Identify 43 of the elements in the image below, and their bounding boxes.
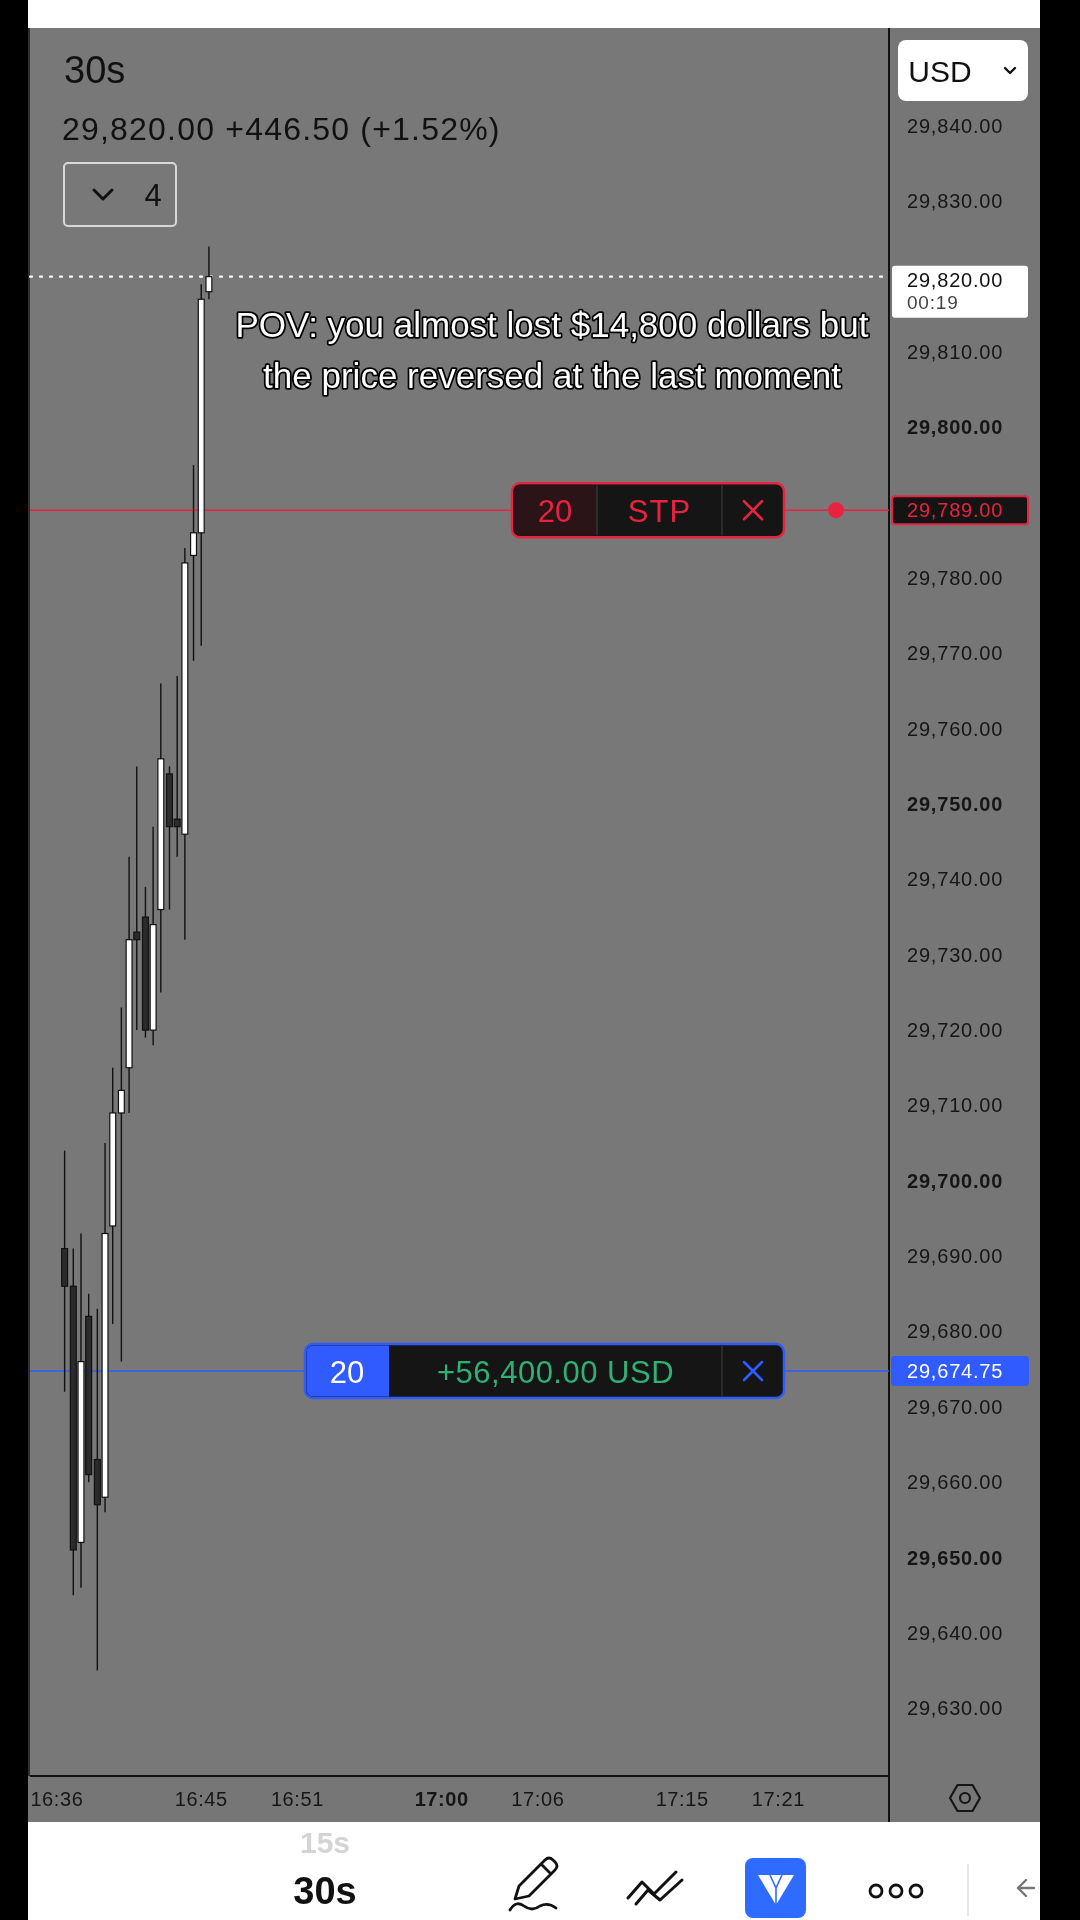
y-tick-label: 29,800.00 bbox=[907, 416, 1004, 439]
x-tick-label: 16:45 bbox=[174, 1788, 228, 1810]
x-tick-label: 17:06 bbox=[511, 1788, 565, 1810]
y-tick-label: 29,680.00 bbox=[907, 1320, 1004, 1343]
text: 29,820.00 +446.50 (+1.52%) bbox=[62, 111, 501, 147]
annotation: STP bbox=[627, 493, 692, 529]
annotation: 20 bbox=[537, 493, 573, 529]
y-tick-label: 29,660.00 bbox=[907, 1471, 1004, 1494]
x-tick-label: 17:21 bbox=[751, 1788, 805, 1810]
y-tick-label: 29,760.00 bbox=[907, 717, 1004, 740]
text: 30s bbox=[293, 1870, 357, 1912]
x-tick-label: 16:36 bbox=[30, 1788, 84, 1810]
y-tick-label: 29,830.00 bbox=[907, 190, 1004, 213]
annotation: POV: you almost lost $14,800 dollars but the price reversed at the last moment bbox=[235, 304, 869, 395]
y-tick-label: 29,810.00 bbox=[907, 340, 1004, 363]
ref-line-label: 29,674.75 bbox=[907, 1360, 1004, 1383]
y-tick-label: 29,730.00 bbox=[907, 943, 1004, 966]
y-tick-label: 29,720.00 bbox=[907, 1019, 1004, 1042]
ref-line-label: 29,820.00 bbox=[907, 268, 1004, 291]
candlestick bbox=[117, 1006, 125, 1363]
y-tick-label: 29,640.00 bbox=[907, 1621, 1004, 1644]
annotation: 4 bbox=[144, 177, 162, 213]
y-tick-label: 29,750.00 bbox=[907, 793, 1004, 816]
text: 30s bbox=[64, 49, 126, 91]
x-tick-label: 17:15 bbox=[655, 1788, 709, 1810]
annotation: +56,400.00 USD bbox=[436, 1354, 675, 1390]
y-tick-label: 29,670.00 bbox=[907, 1395, 1004, 1418]
x-tick-label: 16:51 bbox=[270, 1788, 324, 1810]
annotation: 20 bbox=[329, 1354, 365, 1390]
text: 00:19 bbox=[907, 292, 959, 314]
y-tick-label: 29,780.00 bbox=[907, 567, 1004, 590]
y-tick-label: 29,770.00 bbox=[907, 642, 1004, 665]
y-tick-label: 29,740.00 bbox=[907, 868, 1004, 891]
x-tick-label: 17:00 bbox=[414, 1788, 469, 1810]
y-tick-label: 29,630.00 bbox=[907, 1697, 1004, 1720]
candlestick bbox=[205, 245, 213, 300]
y-tick-label: 29,840.00 bbox=[907, 114, 1004, 137]
y-tick-label: 29,690.00 bbox=[907, 1245, 1004, 1268]
text: USD bbox=[908, 54, 972, 88]
y-tick-label: 29,650.00 bbox=[907, 1546, 1004, 1569]
y-tick-label: 29,700.00 bbox=[907, 1169, 1004, 1192]
ref-line-label: 29,789.00 bbox=[907, 499, 1004, 522]
y-tick-label: 29,710.00 bbox=[907, 1094, 1004, 1117]
